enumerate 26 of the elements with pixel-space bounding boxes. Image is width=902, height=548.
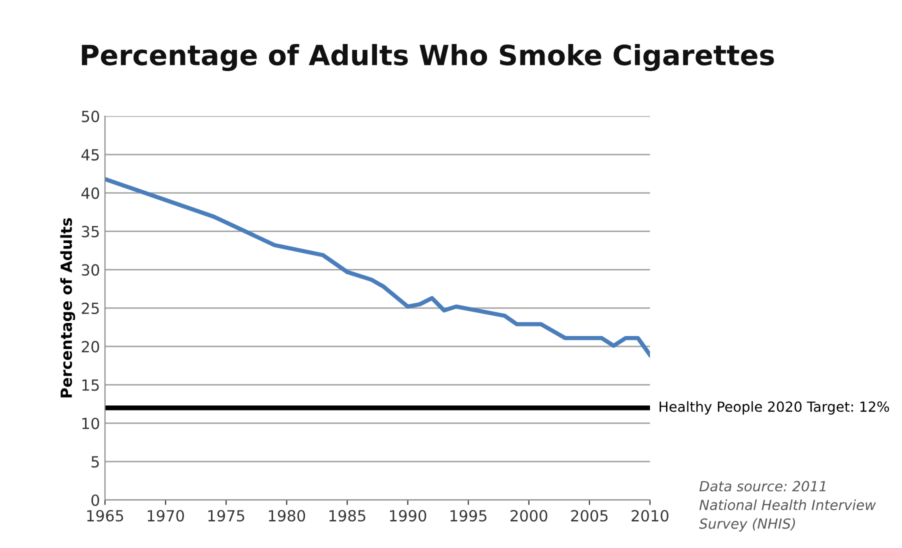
y-tick-label: 25 bbox=[82, 302, 99, 314]
x-tick-label: 1965 bbox=[87, 510, 124, 522]
y-tick-label: 0 bbox=[91, 494, 100, 506]
x-tick-label: 2010 bbox=[632, 510, 668, 522]
y-tick-label: 20 bbox=[82, 340, 100, 352]
y-axis-title: Percentage of Adults bbox=[60, 218, 76, 398]
y-tick-label: 45 bbox=[81, 149, 99, 161]
y-tick-label: 50 bbox=[82, 110, 100, 122]
line-series bbox=[104, 177, 650, 357]
x-tick-label: 2005 bbox=[571, 510, 608, 522]
y-tick-label: 35 bbox=[82, 226, 99, 238]
y-tick-label: 10 bbox=[82, 418, 100, 430]
source-note: Data source: 2011 National Health Interview Survey (NHIS) bbox=[699, 480, 876, 532]
y-tick-label: 5 bbox=[92, 456, 99, 468]
x-tick-label: 1980 bbox=[268, 510, 306, 522]
chart-title: Percentage of Adults Who Smoke Cigarettes bbox=[82, 44, 774, 72]
y-tick-label: 15 bbox=[82, 380, 99, 391]
x-tick-label: 1970 bbox=[148, 510, 184, 522]
y-tick-label: 30 bbox=[82, 264, 100, 276]
x-tick-label: 2000 bbox=[510, 510, 548, 522]
x-tick-label: 1985 bbox=[329, 510, 366, 522]
ref-line-label: Healthy People 2020 Target: 12% bbox=[660, 401, 890, 415]
x-tick-label: 1990 bbox=[390, 510, 426, 522]
y-tick-label: 40 bbox=[81, 187, 100, 199]
x-tick-label: 1975 bbox=[208, 510, 244, 522]
x-tick-label: 1995 bbox=[450, 510, 486, 522]
